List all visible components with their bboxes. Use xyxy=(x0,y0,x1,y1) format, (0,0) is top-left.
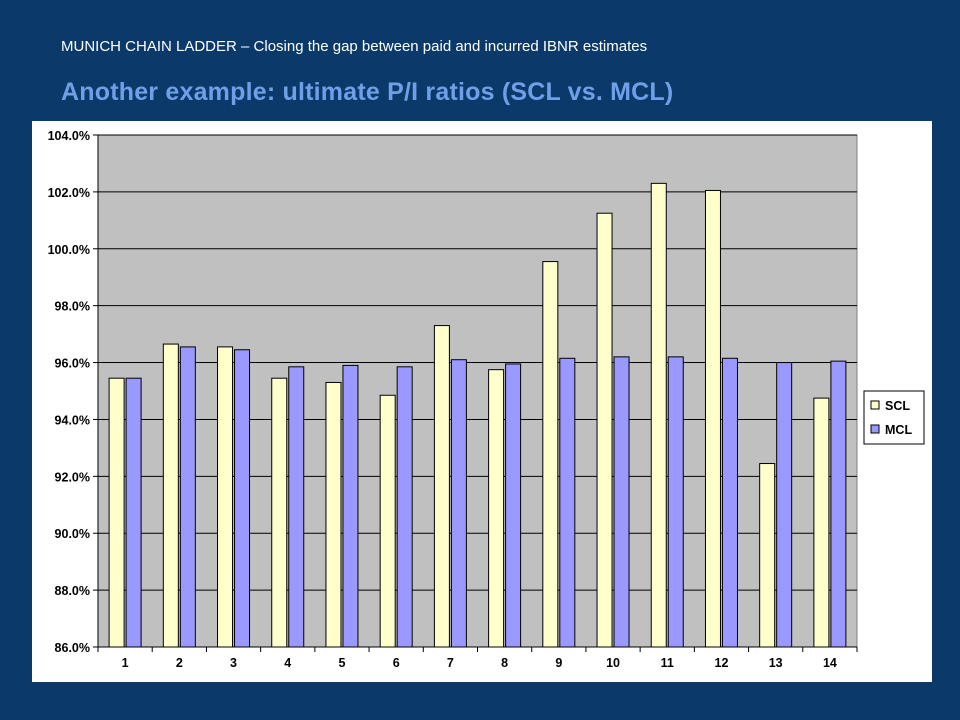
y-tick-label: 94.0% xyxy=(55,413,90,427)
legend-label-mcl: MCL xyxy=(885,423,912,437)
y-tick-label: 90.0% xyxy=(55,527,90,541)
bar-scl-12 xyxy=(704,189,721,648)
x-tick-label: 5 xyxy=(338,656,345,670)
bar-mcl-2 xyxy=(179,346,196,648)
x-tick-label: 14 xyxy=(823,656,837,670)
bar-scl-9 xyxy=(542,261,559,648)
bar-mcl-11 xyxy=(667,356,684,648)
bar-scl-4 xyxy=(271,377,288,648)
bar-scl-6 xyxy=(379,394,396,648)
bar-mcl-10 xyxy=(613,356,630,648)
y-tick-label: 88.0% xyxy=(55,584,90,598)
bar-scl-3 xyxy=(217,346,234,648)
bar-scl-11 xyxy=(650,182,667,648)
bar-mcl-3 xyxy=(234,349,251,648)
y-tick-label: 92.0% xyxy=(55,470,90,484)
x-tick-label: 10 xyxy=(606,656,620,670)
legend-label-scl: SCL xyxy=(885,399,910,413)
x-tick-label: 4 xyxy=(284,656,291,670)
bar-mcl-4 xyxy=(288,366,305,648)
bar-mcl-6 xyxy=(396,366,413,648)
bar-mcl-14 xyxy=(830,360,847,648)
bar-scl-8 xyxy=(488,369,505,648)
x-tick-label: 8 xyxy=(501,656,508,670)
legend-swatch-mcl xyxy=(870,424,880,434)
x-tick-label: 3 xyxy=(230,656,237,670)
y-tick-label: 98.0% xyxy=(55,300,90,314)
bar-chart: 86.0% 88.0% 90.0% 92.0% 94.0% 96.0% 98.0% 100.0… xyxy=(48,129,925,670)
chart-panel: 86.0% 88.0% 90.0% 92.0% 94.0% 96.0% 98.0% 100.0… xyxy=(32,121,932,682)
bar-scl-2 xyxy=(162,343,179,648)
x-tick-label: 6 xyxy=(393,656,400,670)
bar-scl-10 xyxy=(596,212,613,648)
bar-mcl-9 xyxy=(559,357,576,648)
bar-scl-14 xyxy=(813,397,830,648)
bar-mcl-5 xyxy=(342,364,359,648)
bar-mcl-7 xyxy=(450,359,467,648)
bar-mcl-13 xyxy=(776,362,793,648)
bar-scl-1 xyxy=(108,377,125,648)
bar-mcl-1 xyxy=(125,377,142,648)
slide-subtitle: MUNICH CHAIN LADDER – Closing the gap be… xyxy=(61,38,648,55)
x-tick-label: 12 xyxy=(715,656,729,670)
bar-mcl-12 xyxy=(721,357,738,648)
x-tick-label: 9 xyxy=(555,656,562,670)
plot-area xyxy=(97,134,858,648)
x-tick-label: 13 xyxy=(769,656,783,670)
y-tick-label: 102.0% xyxy=(48,186,90,200)
y-tick-label: 96.0% xyxy=(55,357,90,371)
bar-mcl-8 xyxy=(505,363,522,648)
legend-swatch-scl xyxy=(870,400,880,410)
y-tick-label: 100.0% xyxy=(48,243,90,257)
bar-scl-5 xyxy=(325,381,342,648)
y-tick-label: 104.0% xyxy=(48,129,90,143)
x-tick-label: 1 xyxy=(122,656,129,670)
x-tick-label: 7 xyxy=(447,656,454,670)
legend-box xyxy=(863,390,925,445)
slide-title: Another example: ultimate P/I ratios (SC… xyxy=(61,78,674,106)
x-tick-label: 11 xyxy=(661,656,674,670)
y-tick-label: 86.0% xyxy=(55,641,90,655)
bar-scl-13 xyxy=(759,463,776,648)
x-tick-label: 2 xyxy=(176,656,183,670)
bar-scl-7 xyxy=(433,325,450,648)
